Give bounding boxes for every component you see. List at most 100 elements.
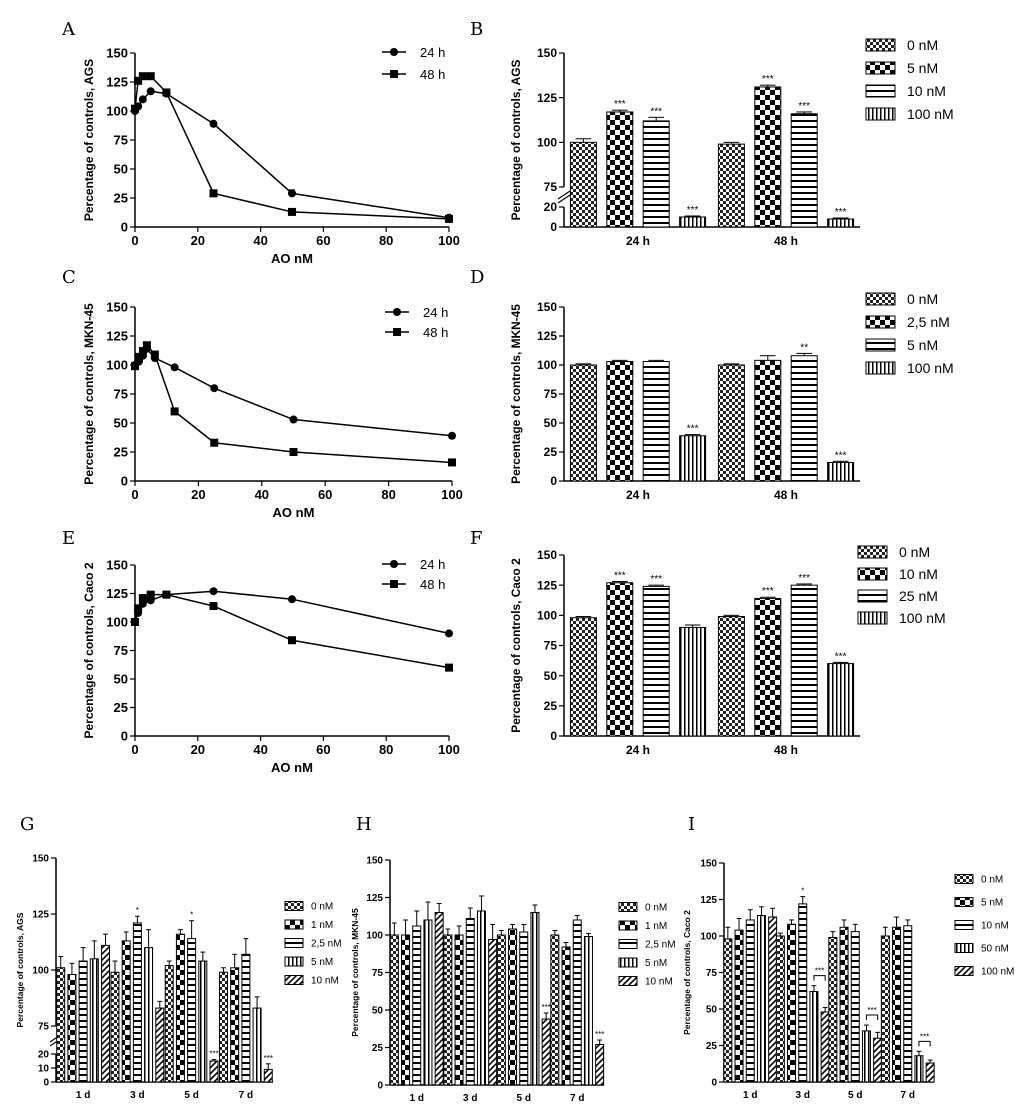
chart-h-bar [465,918,475,1086]
chart-a-y-axis-title: Percentage of controls, AGS [82,59,96,221]
chart-b-bar [717,143,745,228]
chart-h-legend-label: 2,5 nM [645,940,676,951]
chart-h-legend-swatch [618,957,638,968]
chart-c-y-tick-label: 100 [106,358,128,373]
chart-g-y-tick-label: 10 [38,1064,50,1075]
chart-i-y-tick-label: 0 [711,1078,717,1089]
chart-f-legend-label: 10 nM [899,566,938,582]
chart-d-legend-label: 0 nM [907,291,938,307]
chart-c-legend-label: 48 h [423,325,448,340]
chart-a-series-1-line [134,90,450,219]
chart-h-category-label: 1 d [410,1093,424,1104]
chart-g-legend-swatch [284,975,304,985]
chart-b-bar [827,218,855,228]
chart-h-y-tick-label: 150 [366,856,383,867]
chart-d-legend-label: 5 nM [907,337,938,353]
chart-i-significance-bracket [918,1040,931,1047]
chart-i-legend-label: 5 nM [981,898,1003,909]
chart-h-bar [401,934,411,1086]
chart-g-bar [121,940,131,1083]
chart-f-y-axis-title: Percentage of controls, Caco 2 [509,558,523,733]
chart-e-y-tick-label: 25 [114,700,128,715]
chart-g-legend-label: 10 nM [311,976,339,987]
chart-f-bar [754,597,782,737]
panel-label-g: G [20,814,34,835]
chart-b-y-tick-label: 0 [550,220,557,234]
chart-c-x-tick-label: 100 [441,487,463,502]
chart-h-bar [443,934,453,1086]
chart-i-bar [734,929,744,1083]
chart-e-legend-marker [390,580,398,588]
chart-i-y-tick-label: 75 [706,968,718,979]
chart-a-y-tick-label: 25 [114,191,128,206]
chart-d-bar [754,359,782,482]
chart-h-bar [476,910,486,1086]
chart-c-y-tick-label: 125 [106,329,128,344]
chart-g-legend-swatch [284,938,304,948]
chart-e-y-tick-label: 100 [106,615,128,630]
chart-h-legend-label: 5 nM [645,958,667,969]
chart-b-significance-label: *** [650,106,662,117]
chart-a-x-tick-label: 20 [191,233,205,248]
chart-g-bar [78,960,88,1083]
chart-f-y-tick-label: 100 [537,609,557,623]
chart-b-y-tick-label: 100 [537,136,557,150]
chart-h-y-tick-label: 25 [372,1043,384,1054]
chart-g-y-tick-label: 150 [32,854,49,865]
chart-c-series-2-point [150,350,159,359]
chart-d: 0 25 50 75 100 125 150 Percentage of controls, … [509,291,954,502]
chart-a-legend-marker [390,48,398,56]
panel-label-a: A [61,19,76,40]
chart-f-bar [790,584,818,737]
chart-b-legend-swatch [865,84,896,98]
chart-a: 0 25 50 75 100 125 150 Percentage of controls, … [82,45,460,266]
chart-a-x-tick-label: 60 [316,233,330,248]
panel-label-e: E [62,528,75,549]
chart-i-bracket-label: *** [920,1032,929,1041]
chart-e-y-tick-label: 0 [121,729,128,744]
chart-b-bar [642,120,670,228]
chart-b-y-tick-label: 125 [537,91,557,105]
chart-b-significance-label: *** [798,101,810,112]
chart-e-y-tick-label: 50 [114,672,128,687]
chart-a-legend-label: 24 h [420,45,445,60]
chart-h-legend-swatch [618,976,638,986]
chart-g-y-tick-label: 75 [38,1022,50,1033]
chart-i-legend-swatch [954,920,974,930]
chart-d-legend-swatch [865,361,896,375]
chart-c-x-tick-label: 40 [255,487,269,502]
chart-c-legend-label: 24 h [423,305,448,320]
panel-label-h: H [356,814,372,835]
chart-h-y-tick-label: 50 [372,1006,384,1017]
chart-g-legend-label: 5 nM [311,957,333,968]
chart-b-y-tick-label: 75 [544,180,558,194]
chart-g-legend-swatch [284,901,304,911]
chart-f-significance-label: *** [798,573,810,584]
chart-d-bar [642,361,670,482]
chart-g-category-label: 7 d [239,1090,253,1101]
chart-g-significance-label: *** [209,1050,218,1059]
chart-e-x-tick-label: 100 [438,742,460,757]
chart-d-legend-swatch [865,292,896,306]
chart-h-category-label: 5 d [517,1093,531,1104]
chart-a-series-2-line [134,75,450,220]
chart-g-significance-label: * [136,906,139,915]
chart-i-y-tick-label: 150 [700,859,717,870]
chart-h-bar [454,934,464,1086]
chart-h-bar [496,934,506,1086]
chart-a-y-tick-label: 75 [114,133,128,148]
chart-g-bar [155,1007,165,1083]
chart-h-bar [550,934,560,1086]
chart-a-series-1-point [288,189,296,198]
chart-i-bar [873,1037,883,1083]
chart-f-bar [606,582,634,737]
chart-c-series-2-point [142,341,151,350]
chart-f-y-tick-label: 25 [544,699,558,713]
chart-h-legend-swatch [618,920,638,931]
chart-f-category-label: 24 h [626,743,650,757]
chart-i-y-tick-label: 25 [706,1041,718,1052]
chart-g-bar [175,933,185,1083]
chart-c-x-axis-title: AO nM [273,505,315,520]
chart-i-legend-label: 50 nM [981,944,1009,955]
chart-i-bracket-label: *** [867,1006,876,1015]
